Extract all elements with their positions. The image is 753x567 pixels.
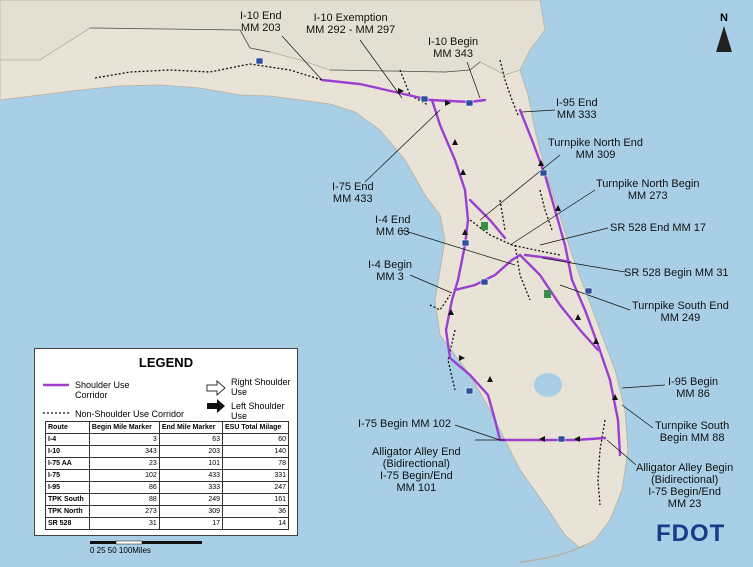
label-i10-exemption: I-10 Exemption MM 292 - MM 297 xyxy=(306,12,396,36)
right-shoulder-arrow-icon xyxy=(206,379,226,397)
label-alligator-alley-end: Alligator Alley End (Bidirectional) I-75 B… xyxy=(372,446,461,494)
leader-lines xyxy=(281,35,666,466)
legend-right-shoulder: Right Shoulder Use xyxy=(231,377,291,397)
label-i95-begin: I-95 Begin MM 86 xyxy=(668,376,719,400)
table-row: SR 528 31 17 14 xyxy=(45,517,289,530)
label-turnpike-north-end: Turnpike North End MM 309 xyxy=(548,137,643,161)
label-i75-end: I-75 End MM 433 xyxy=(332,181,374,205)
label-i75-begin: I-75 Begin MM 102 xyxy=(358,418,451,430)
fdot-logo: FDOT xyxy=(656,520,726,547)
scale-bar xyxy=(90,540,202,545)
label-i10-begin: I-10 Begin MM 343 xyxy=(428,36,479,60)
label-sr528-begin: SR 528 Begin MM 31 xyxy=(624,267,729,279)
shoulder-direction-arrows xyxy=(398,88,618,442)
label-i95-end: I-95 End MM 333 xyxy=(556,97,598,121)
legend: LEGEND Shoulder Use Corridor Non-Shoulde… xyxy=(34,348,298,536)
legend-table-header: Route Begin Mile Marker End Mile Marker ESU… xyxy=(45,421,289,434)
north-label: N xyxy=(720,12,728,24)
interstate-shields xyxy=(255,57,593,443)
label-turnpike-north-begin: Turnpike North Begin MM 273 xyxy=(596,178,700,202)
lake-okeechobee xyxy=(534,373,562,397)
turnpike-shields xyxy=(481,222,551,298)
label-i10-end: I-10 End MM 203 xyxy=(240,10,282,34)
north-arrow: N xyxy=(712,12,736,52)
label-turnpike-south-begin: Turnpike South Begin MM 88 xyxy=(655,420,730,444)
legend-arrow-swatches xyxy=(206,379,226,413)
legend-table: Route Begin Mile Marker End Mile Marker ESU… xyxy=(45,421,289,530)
table-row: I-10 343 203 140 xyxy=(45,445,289,458)
legend-shoulder-use: Shoulder Use Corridor xyxy=(75,380,130,400)
table-row: I-75 102 433 331 xyxy=(45,469,289,482)
left-shoulder-arrow-icon xyxy=(207,399,225,413)
label-alligator-alley-begin: Alligator Alley Begin (Bidirectional) I-75… xyxy=(636,462,734,510)
label-turnpike-south-end: Turnpike South End MM 249 xyxy=(632,300,729,324)
florida-keys xyxy=(519,544,586,563)
north-arrow-icon xyxy=(716,26,732,52)
label-sr528-end: SR 528 End MM 17 xyxy=(610,222,706,234)
state-boundary xyxy=(89,27,481,73)
legend-left-shoulder: Left Shoulder Use xyxy=(231,401,285,421)
table-row: I-4 3 63 60 xyxy=(45,433,289,446)
legend-line-swatches xyxy=(43,383,69,414)
label-i4-begin: I-4 Begin MM 3 xyxy=(368,259,413,283)
table-row: TPK North 273 309 36 xyxy=(45,505,289,518)
label-i4-end: I-4 End MM 63 xyxy=(375,214,411,238)
scale-label: 0 25 50 100Miles xyxy=(90,546,151,555)
table-row: I-95 86 333 247 xyxy=(45,481,289,494)
legend-non-shoulder: Non-Shoulder Use Corridor xyxy=(75,409,185,419)
table-row: I-75 AA 23 101 78 xyxy=(45,457,289,470)
legend-title: LEGEND xyxy=(138,355,194,370)
table-row: TPK South 88 249 161 xyxy=(45,493,289,506)
